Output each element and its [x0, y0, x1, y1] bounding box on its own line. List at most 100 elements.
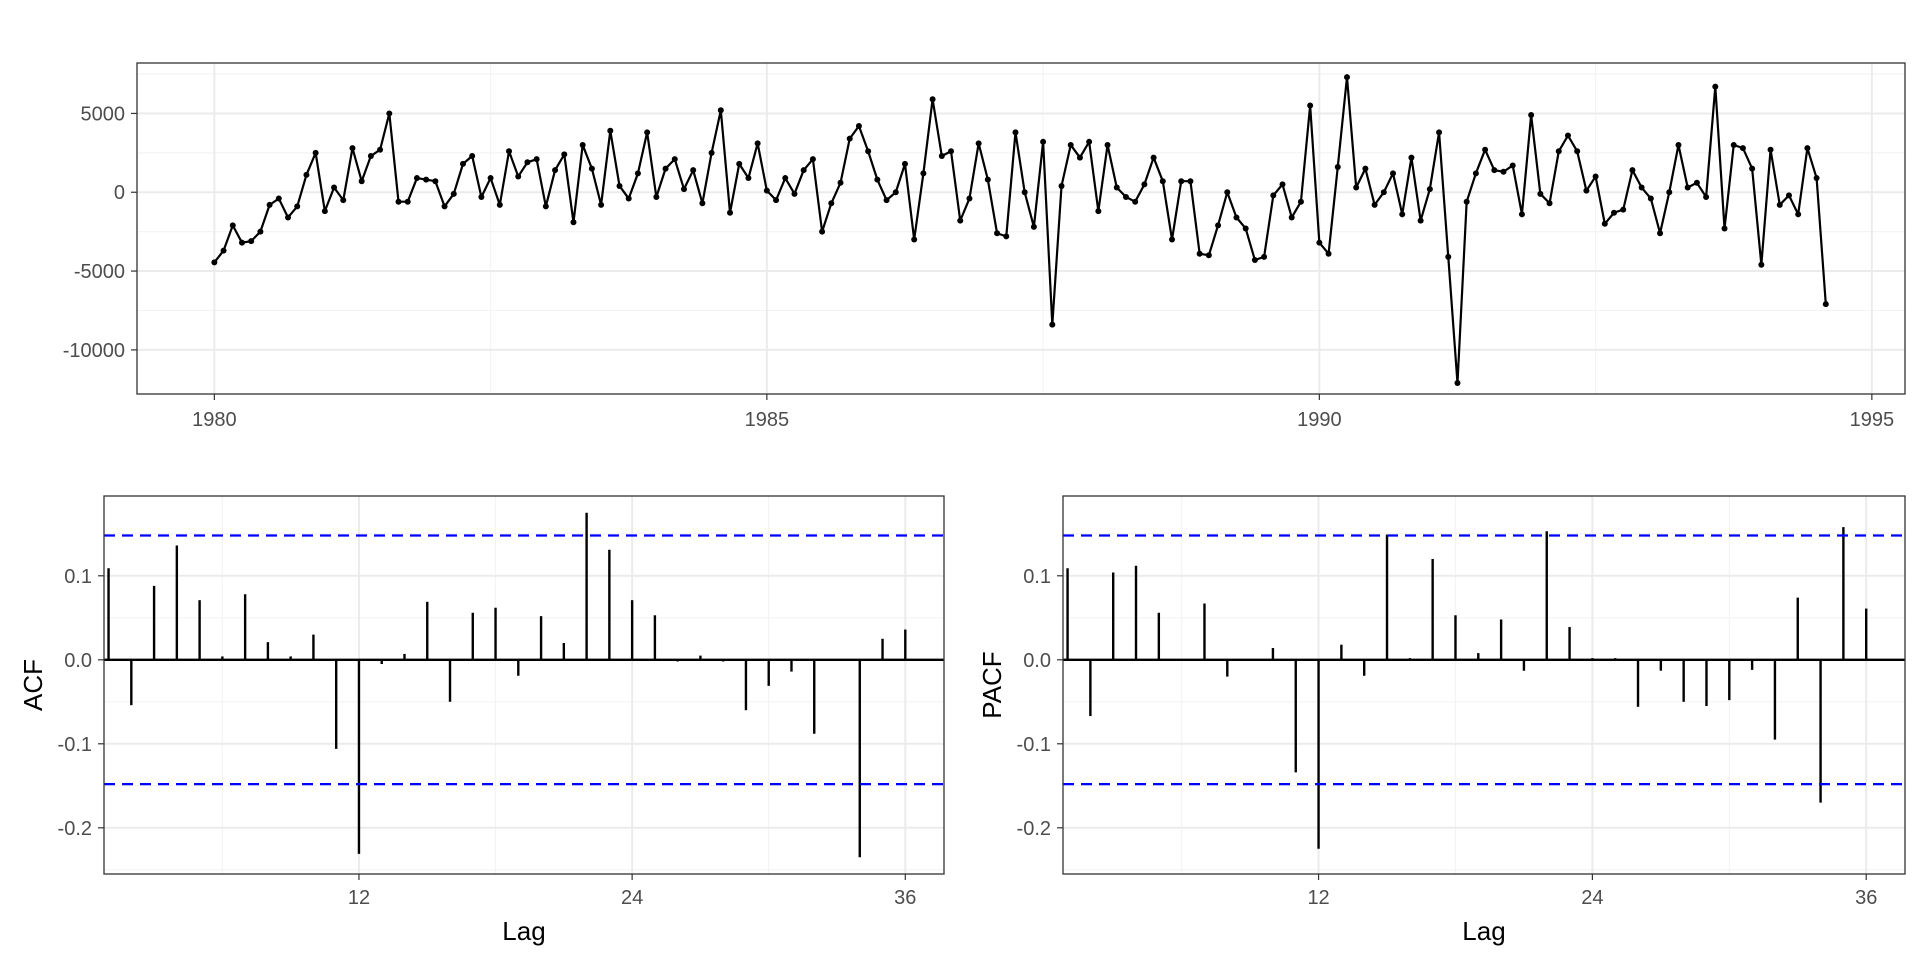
series-point: [634, 170, 641, 177]
series-point: [1546, 200, 1553, 207]
y-tick-label: -10000: [63, 340, 125, 362]
series-point: [1215, 222, 1222, 229]
series-point: [1040, 138, 1047, 145]
series-point: [1739, 145, 1746, 152]
series-point: [1454, 379, 1461, 386]
series-point: [469, 152, 476, 159]
series-point: [846, 135, 853, 142]
series-point: [1647, 195, 1654, 202]
series-point: [257, 228, 264, 235]
series-point: [303, 171, 310, 178]
series-point: [920, 170, 927, 177]
series-point: [367, 152, 374, 159]
series-point: [1380, 189, 1387, 196]
series-point: [1611, 209, 1618, 216]
series-point: [1463, 198, 1470, 205]
series-point: [929, 96, 936, 103]
x-tick-label: 36: [1855, 887, 1877, 909]
series-point: [763, 187, 770, 194]
series-point: [1113, 184, 1120, 191]
series-point: [607, 127, 614, 134]
series-point: [487, 175, 494, 182]
series-point: [1776, 201, 1783, 208]
series-point: [957, 217, 964, 224]
series-point: [1251, 257, 1258, 264]
series-point: [625, 195, 632, 202]
time-series-panel: [131, 62, 1906, 400]
series-point: [1003, 233, 1010, 240]
series-point: [708, 149, 715, 156]
series-point: [459, 160, 466, 167]
series-point: [1638, 184, 1645, 191]
series-point: [294, 203, 301, 210]
series-point: [1390, 170, 1397, 177]
series-point: [948, 148, 955, 155]
series-point: [892, 189, 899, 196]
series-point: [1141, 181, 1148, 188]
series-point: [1684, 184, 1691, 191]
series-point: [1205, 252, 1212, 259]
series-point: [1583, 187, 1590, 194]
series-point: [1178, 178, 1185, 185]
y-tick-label: -0.2: [1017, 818, 1051, 840]
series-point: [773, 197, 780, 204]
y-tick-label: -0.1: [58, 734, 92, 756]
series-point: [699, 200, 706, 207]
series-point: [524, 159, 531, 166]
series-point: [1132, 198, 1139, 205]
series-point: [653, 193, 660, 200]
pacf-panel: [1057, 495, 1906, 880]
series-point: [644, 129, 651, 136]
series-point: [994, 230, 1001, 237]
series-point: [1426, 186, 1433, 193]
series-point: [1104, 141, 1111, 148]
y-tick-label: -0.2: [58, 818, 92, 840]
series-point: [717, 107, 724, 114]
series-point: [1012, 129, 1019, 136]
series-point: [1767, 146, 1774, 153]
panel-border: [1062, 495, 1906, 875]
series-point: [1049, 321, 1056, 328]
series-point: [1279, 181, 1286, 188]
series-point: [1159, 178, 1166, 185]
series-point: [1482, 146, 1489, 153]
y-tick-label: 0.0: [1023, 650, 1051, 672]
series-point: [782, 175, 789, 182]
series-point: [1224, 189, 1231, 196]
series-point: [901, 160, 908, 167]
series-point: [1574, 148, 1581, 155]
x-tick-label: 12: [1307, 887, 1329, 909]
series-point: [837, 179, 844, 186]
series-point: [754, 140, 761, 147]
series-point: [423, 176, 430, 183]
series-point: [1730, 141, 1737, 148]
series-point: [1518, 211, 1525, 218]
series-point: [1233, 214, 1240, 221]
series-point: [450, 190, 457, 197]
x-tick-label: 1980: [192, 409, 237, 431]
series-point: [1675, 141, 1682, 148]
series-point: [662, 165, 669, 172]
series-point: [938, 152, 945, 159]
series-point: [1242, 225, 1249, 232]
series-point: [432, 178, 439, 185]
series-point: [1270, 192, 1277, 199]
series-point: [680, 186, 687, 193]
series-point: [1058, 182, 1065, 189]
series-point: [533, 156, 540, 163]
series-point: [1261, 253, 1268, 260]
series-point: [312, 149, 319, 156]
series-point: [238, 239, 245, 246]
series-point: [1316, 239, 1323, 246]
series-point: [1813, 175, 1820, 182]
series-point: [690, 167, 697, 174]
series-point: [1353, 184, 1360, 191]
series-point: [377, 146, 384, 153]
series-point: [1399, 211, 1406, 218]
series-point: [598, 201, 605, 208]
series-point: [1703, 193, 1710, 200]
series-point: [542, 203, 549, 210]
series-point: [1076, 154, 1083, 161]
series-point: [248, 238, 255, 245]
series-point: [1408, 154, 1415, 161]
